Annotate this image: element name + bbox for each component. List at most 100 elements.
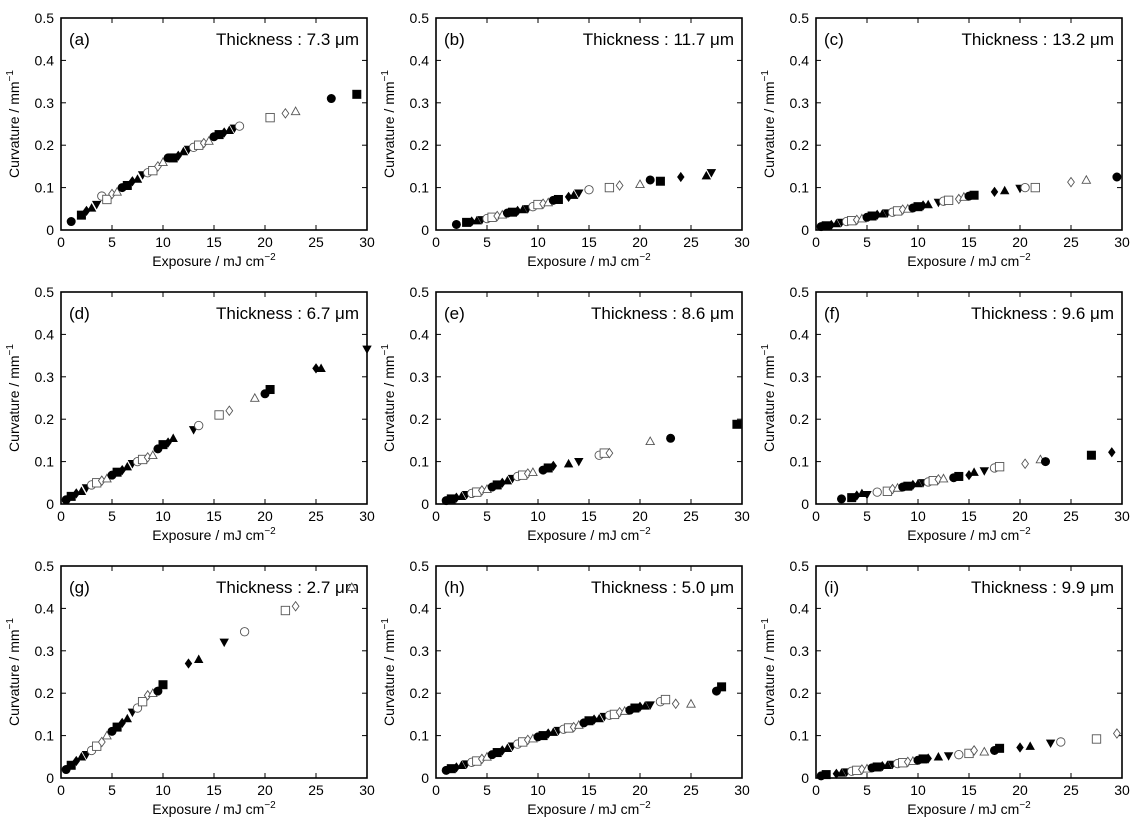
x-axis-label-superscript: −2 (264, 252, 276, 263)
data-point (158, 157, 168, 166)
y-tick-label: 0.3 (790, 95, 810, 111)
y-tick-label: 0.1 (410, 454, 430, 470)
plot-frame (435, 565, 743, 779)
y-tick-label: 0 (421, 496, 429, 512)
panel-title: Thickness : 11.7 μm (583, 30, 734, 49)
panel-label: (b) (444, 30, 465, 49)
x-tick-label: 20 (1012, 782, 1028, 798)
x-axis-label: Exposure / mJ cm−2 (527, 800, 651, 817)
data-point (943, 752, 954, 761)
x-tick-label: 0 (432, 782, 440, 798)
y-tick-label: 0.1 (410, 180, 430, 196)
data-point (574, 189, 584, 198)
data-point (502, 743, 513, 752)
data-point (148, 165, 158, 176)
chart-panel-i: 0 5 10 15 20 25 30 0 0.1 0.2 0.3 0.4 0.5 Exposure / m… (760, 558, 1130, 817)
x-tick-label: 25 (308, 234, 324, 250)
y-tick-label: 0.2 (410, 685, 430, 701)
x-tick-label: 0 (812, 234, 820, 250)
y-tick-label: 0.1 (410, 728, 430, 744)
data-point (660, 694, 671, 705)
data-point (924, 753, 932, 764)
plot-frame (435, 17, 743, 231)
x-tick-label: 10 (155, 234, 171, 250)
data-point (225, 405, 234, 417)
x-tick-label: 15 (206, 508, 222, 524)
plot-frame (815, 565, 1123, 779)
panel-title: Thickness : 9.6 μm (971, 304, 1114, 323)
data-point (933, 751, 944, 761)
data-point (523, 468, 532, 479)
data-point (451, 219, 461, 229)
y-axis-label-superscript: −1 (380, 344, 391, 356)
data-point (239, 627, 250, 637)
data-point (352, 89, 362, 99)
data-point (1091, 734, 1102, 744)
panel-label: (h) (444, 578, 465, 597)
x-tick-label: 5 (108, 508, 116, 524)
y-tick-label: 0.4 (35, 52, 55, 68)
y-axis-label: Curvature / mm−1 (5, 618, 22, 726)
data-point (1025, 741, 1035, 750)
chart-panel-e: 0 5 10 15 20 25 30 0 0.1 0.2 0.3 0.4 0.5 Exposure / m… (380, 284, 750, 543)
data-point (584, 185, 594, 195)
x-tick-label: 5 (108, 782, 116, 798)
x-axis-label-superscript: −2 (639, 252, 651, 263)
panel-title: Thickness : 2.7 μm (216, 578, 359, 597)
x-tick-label: 5 (483, 508, 491, 524)
x-axis-label: Exposure / mJ cm−2 (527, 252, 651, 269)
data-point (472, 215, 482, 225)
data-point (590, 714, 598, 725)
chart-panel-a: 0 5 10 15 20 25 30 0 0.1 0.2 0.3 0.4 0.5 Exposure / m… (5, 10, 375, 269)
data-point (517, 204, 528, 214)
data-point (132, 174, 143, 183)
y-tick-label: 0.3 (35, 369, 55, 385)
data-point (979, 467, 990, 476)
x-tick-label: 5 (863, 782, 871, 798)
y-tick-label: 0.3 (410, 95, 430, 111)
data-point (456, 760, 467, 769)
x-tick-label: 15 (961, 508, 977, 524)
x-tick-label: 30 (1114, 234, 1130, 250)
data-point (1021, 458, 1030, 470)
y-axis-label: Curvature / mm−1 (5, 344, 22, 452)
x-tick-label: 30 (734, 234, 750, 250)
x-tick-label: 30 (359, 782, 375, 798)
data-point (147, 450, 158, 460)
data-point (640, 701, 650, 710)
x-axis-label: Exposure / mJ cm−2 (152, 526, 276, 543)
x-tick-label: 30 (359, 234, 375, 250)
y-tick-label: 0.2 (35, 685, 55, 701)
x-tick-label: 15 (581, 508, 597, 524)
data-point (994, 462, 1005, 472)
data-point (1086, 450, 1096, 460)
x-axis-label-superscript: −2 (1019, 252, 1031, 263)
data-point (122, 461, 133, 471)
panel-title: Thickness : 8.6 μm (591, 304, 734, 323)
x-tick-label: 10 (530, 508, 546, 524)
data-point (1020, 182, 1030, 193)
data-point (362, 345, 372, 355)
panel-title: Thickness : 6.7 μm (216, 304, 359, 323)
panel-label: (c) (824, 30, 844, 49)
data-point (1016, 742, 1024, 753)
x-axis-label: Exposure / mJ cm−2 (527, 526, 651, 543)
data-point (666, 433, 676, 443)
x-axis-label: Exposure / mJ cm−2 (907, 526, 1031, 543)
data-point (539, 198, 548, 210)
y-tick-label: 0.1 (790, 180, 810, 196)
x-tick-label: 0 (432, 234, 440, 250)
data-point (456, 491, 467, 501)
x-tick-label: 0 (812, 782, 820, 798)
x-tick-label: 30 (1114, 508, 1130, 524)
x-tick-label: 30 (359, 508, 375, 524)
x-tick-label: 10 (530, 234, 546, 250)
data-point (604, 182, 615, 193)
y-tick-label: 0.5 (35, 10, 55, 26)
y-tick-label: 0 (801, 222, 809, 238)
y-axis-label-superscript: −1 (380, 70, 391, 82)
data-point (112, 186, 123, 196)
data-point (265, 385, 275, 395)
data-point (995, 743, 1005, 753)
